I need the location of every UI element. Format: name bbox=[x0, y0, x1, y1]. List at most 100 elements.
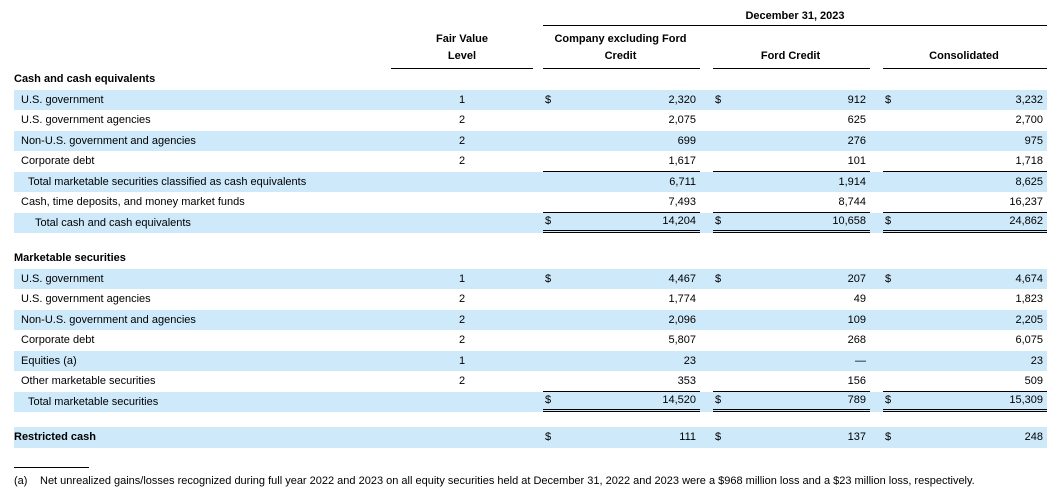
money-cell-consolidated: 2,205 bbox=[883, 310, 1047, 331]
row-label: Restricted cash bbox=[14, 431, 96, 444]
amount: 2,320 bbox=[668, 93, 696, 106]
column-gap bbox=[700, 192, 713, 213]
fair-value-level-cell: 1 bbox=[458, 272, 466, 285]
amount: 7,493 bbox=[668, 195, 696, 208]
amount: 23 bbox=[683, 354, 696, 367]
footnote-text: Net unrealized gains/losses recognized d… bbox=[40, 474, 975, 487]
footnote-divider bbox=[14, 466, 89, 468]
fair-value-level-cell: 2 bbox=[458, 134, 466, 147]
column-header-consolidated: Consolidated bbox=[883, 48, 1047, 69]
money-cell-consolidated: 8,625 bbox=[883, 172, 1047, 193]
column-gap bbox=[700, 310, 713, 331]
row-label: U.S. government agencies bbox=[21, 293, 151, 306]
amount: 10,658 bbox=[832, 215, 866, 228]
table-row: Corporate debt 2 5,807 268 6,075 bbox=[14, 330, 1047, 351]
money-cell-ford-credit: $789 bbox=[713, 392, 870, 412]
table-row: Total marketable securities $14,520 $789 $1… bbox=[14, 391, 1047, 413]
fair-value-level-cell bbox=[391, 427, 533, 448]
dollar-sign: $ bbox=[545, 215, 552, 228]
money-cell-ford-credit: 1,914 bbox=[713, 172, 870, 193]
dollar-sign: $ bbox=[545, 431, 552, 444]
fair-value-level-cell bbox=[391, 248, 533, 269]
money-cell-consolidated: 2,700 bbox=[883, 110, 1047, 131]
column-gap bbox=[533, 131, 543, 152]
row-label: Non-U.S. government and agencies bbox=[21, 134, 196, 147]
column-gap bbox=[533, 330, 543, 351]
amount: 23 bbox=[1030, 354, 1043, 367]
amount: 3,232 bbox=[1015, 93, 1043, 106]
section-header-row: Marketable securities bbox=[14, 248, 1047, 269]
row-label: Other marketable securities bbox=[21, 375, 156, 388]
row-label: Corporate debt bbox=[21, 334, 95, 347]
column-gap bbox=[870, 110, 883, 131]
header-line: Level bbox=[447, 50, 477, 62]
fair-value-level-cell: 2 bbox=[458, 155, 466, 168]
amount: 14,520 bbox=[662, 394, 696, 407]
amount: 789 bbox=[847, 394, 866, 407]
money-cell-company: 7,493 bbox=[543, 192, 700, 213]
header-line: Consolidated bbox=[929, 50, 999, 62]
amount: 49 bbox=[853, 293, 866, 306]
amount: 2,075 bbox=[668, 114, 696, 127]
amount: 137 bbox=[847, 431, 866, 444]
section-header-row: Cash and cash equivalents bbox=[14, 69, 1047, 90]
money-cell-consolidated: 975 bbox=[883, 131, 1047, 152]
column-gap bbox=[533, 248, 543, 269]
money-cell-ford-credit: 101 bbox=[713, 151, 870, 172]
amount: 15,309 bbox=[1009, 394, 1043, 407]
column-gap bbox=[700, 151, 713, 172]
table-header-date-row: December 31, 2023 bbox=[14, 10, 1047, 26]
dollar-sign: $ bbox=[885, 394, 892, 407]
table-rows: Cash and cash equivalents U.S. government… bbox=[14, 69, 1047, 448]
amount: 625 bbox=[847, 114, 866, 127]
fair-value-level-cell: 2 bbox=[458, 313, 466, 326]
table-row: U.S. government 1 $4,467 $207 $4,674 bbox=[14, 268, 1047, 290]
column-gap bbox=[870, 131, 883, 152]
money-cell-consolidated: $3,232 bbox=[883, 90, 1047, 111]
table-row: Total cash and cash equivalents $14,204 $1… bbox=[14, 212, 1047, 234]
table-row: Non-U.S. government and agencies 2 699 276 9… bbox=[14, 130, 1047, 152]
money-cell-ford-credit bbox=[713, 69, 870, 90]
fair-value-level-cell: 1 bbox=[458, 354, 466, 367]
column-gap bbox=[870, 172, 883, 193]
row-label: Total marketable securities bbox=[28, 395, 159, 408]
money-cell-ford-credit: 8,744 bbox=[713, 192, 870, 213]
money-cell-company: $14,204 bbox=[543, 213, 700, 233]
column-gap bbox=[870, 248, 883, 269]
column-gap bbox=[700, 69, 713, 90]
column-gap bbox=[533, 90, 543, 111]
money-cell-company: 1,617 bbox=[543, 151, 700, 172]
money-cell-consolidated: $24,862 bbox=[883, 213, 1047, 233]
fair-value-level-cell bbox=[391, 213, 533, 234]
column-gap bbox=[700, 110, 713, 131]
money-cell-ford-credit: $10,658 bbox=[713, 213, 870, 233]
column-gap bbox=[870, 330, 883, 351]
amount: 8,625 bbox=[1015, 175, 1043, 188]
money-cell-company bbox=[543, 248, 700, 269]
column-gap bbox=[700, 248, 713, 269]
dollar-sign: $ bbox=[885, 93, 892, 106]
amount: 975 bbox=[1024, 134, 1043, 147]
money-cell-company: 353 bbox=[543, 371, 700, 392]
row-label: Equities (a) bbox=[21, 354, 77, 367]
column-gap bbox=[870, 269, 883, 290]
amount: 8,744 bbox=[838, 195, 866, 208]
header-line: Credit bbox=[604, 50, 637, 62]
amount: 4,467 bbox=[668, 272, 696, 285]
money-cell-consolidated bbox=[883, 248, 1047, 269]
money-cell-company: 5,807 bbox=[543, 330, 700, 351]
table-row: Non-U.S. government and agencies 2 2,096 10… bbox=[14, 309, 1047, 331]
money-cell-consolidated: $15,309 bbox=[883, 392, 1047, 412]
column-gap bbox=[870, 192, 883, 213]
money-cell-consolidated: 1,823 bbox=[883, 289, 1047, 310]
amount: 1,774 bbox=[668, 293, 696, 306]
money-cell-company: $111 bbox=[543, 427, 700, 448]
money-cell-ford-credit: — bbox=[713, 351, 870, 372]
row-label: U.S. government bbox=[21, 93, 104, 106]
column-gap bbox=[700, 392, 713, 413]
column-gap bbox=[533, 269, 543, 290]
amount: 268 bbox=[847, 334, 866, 347]
money-cell-consolidated: $248 bbox=[883, 427, 1047, 448]
money-cell-consolidated: $4,674 bbox=[883, 269, 1047, 290]
money-cell-consolidated: 23 bbox=[883, 351, 1047, 372]
